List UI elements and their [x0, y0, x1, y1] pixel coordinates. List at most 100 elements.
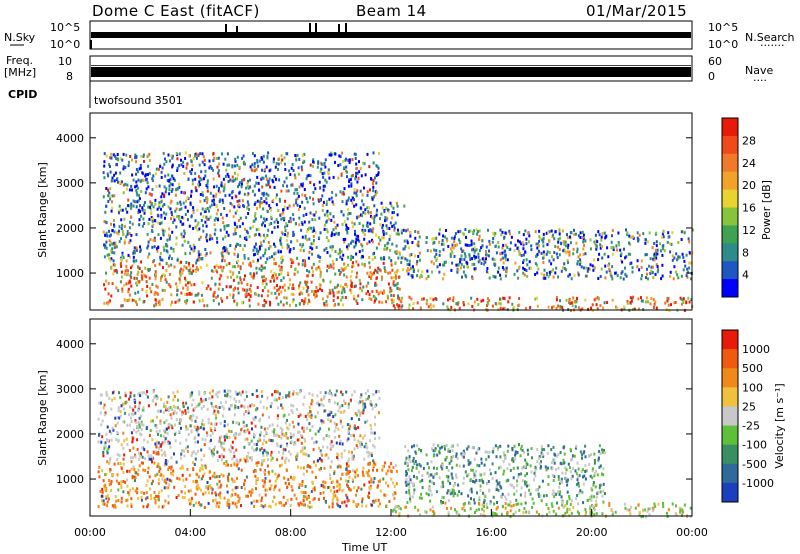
scatter-cell [420, 275, 423, 278]
scatter-cell [163, 193, 166, 197]
scatter-cell [259, 417, 261, 421]
scatter-cell [408, 268, 411, 272]
scatter-cell [259, 400, 262, 404]
scatter-cell [562, 240, 565, 243]
scatter-cell [165, 427, 168, 431]
scatter-cell [217, 171, 220, 175]
scatter-cell [377, 411, 380, 415]
scatter-cell [212, 499, 215, 503]
scatter-cell [641, 299, 644, 303]
scatter-cell [329, 489, 332, 493]
scatter-cell [297, 430, 300, 434]
scatter-cell [299, 466, 302, 470]
scatter-cell [304, 297, 307, 301]
scatter-cell [336, 489, 339, 493]
scatter-cell [114, 244, 117, 248]
scatter-cell [139, 210, 141, 214]
scatter-cell [215, 212, 218, 216]
scatter-cell [636, 259, 639, 263]
scatter-cell [332, 262, 335, 266]
scatter-cell [232, 215, 235, 219]
scatter-cell [460, 262, 463, 266]
scatter-cell [170, 263, 173, 267]
scatter-cell [171, 183, 174, 187]
scatter-cell [123, 453, 126, 457]
scatter-cell [346, 245, 348, 249]
scatter-cell [686, 267, 689, 271]
scatter-cell [552, 268, 554, 272]
scatter-cell [419, 306, 422, 310]
scatter-cell [258, 247, 261, 251]
scatter-cell [290, 240, 293, 244]
scatter-cell [317, 255, 320, 259]
scatter-cell [456, 443, 459, 447]
scatter-cell [286, 271, 289, 275]
scatter-cell [582, 247, 585, 251]
scatter-cell [525, 269, 528, 272]
scatter-cell [417, 231, 420, 235]
scatter-cell [194, 177, 197, 181]
power-ylabel: Slant Range [km] [36, 162, 49, 258]
scatter-cell [368, 480, 371, 484]
scatter-cell [524, 501, 527, 505]
scatter-cell [110, 241, 113, 245]
scatter-cell [155, 273, 157, 277]
scatter-cell [210, 401, 213, 405]
scatter-cell [198, 392, 201, 396]
scatter-cell [341, 404, 344, 408]
scatter-cell [265, 192, 268, 196]
scatter-cell [645, 276, 647, 280]
scatter-cell [280, 217, 283, 221]
scatter-cell [582, 240, 585, 244]
scatter-cell [300, 490, 303, 494]
scatter-cell [160, 213, 163, 217]
scatter-cell [252, 276, 255, 280]
scatter-cell [208, 237, 211, 241]
scatter-cell [286, 152, 289, 156]
scatter-cell [348, 450, 351, 454]
scatter-cell [497, 270, 500, 274]
scatter-cell [160, 200, 163, 204]
scatter-cell [281, 456, 284, 460]
scatter-cell [264, 469, 267, 473]
scatter-cell [126, 232, 129, 236]
scatter-cell [110, 479, 113, 483]
scatter-cell [440, 499, 442, 503]
scatter-cell [231, 477, 233, 481]
scatter-cell [245, 229, 248, 233]
scatter-cell [231, 440, 234, 444]
scatter-cell [258, 205, 261, 209]
scatter-cell [689, 277, 692, 281]
scatter-cell [328, 288, 331, 292]
scatter-cell [637, 238, 640, 242]
scatter-cell [285, 222, 288, 226]
scatter-cell [548, 251, 551, 255]
scatter-cell [231, 190, 234, 194]
scatter-cell [151, 479, 154, 483]
scatter-cell [347, 479, 350, 483]
scatter-cell [143, 211, 146, 215]
scatter-cell [266, 396, 269, 400]
scatter-cell [451, 243, 454, 247]
scatter-cell [534, 230, 537, 234]
scatter-cell [379, 223, 382, 227]
scatter-cell [352, 500, 355, 504]
scatter-cell [106, 500, 109, 504]
scatter-cell [501, 246, 504, 250]
scatter-cell [351, 261, 354, 265]
scatter-cell [445, 466, 448, 469]
scatter-cell [276, 442, 279, 446]
scatter-cell [502, 307, 505, 311]
scatter-cell [299, 248, 302, 252]
scatter-cell [176, 215, 179, 219]
scatter-cell [412, 270, 415, 273]
scatter-cell [211, 474, 214, 478]
scatter-cell [255, 249, 258, 253]
scatter-cell [151, 177, 154, 181]
scatter-cell [243, 244, 246, 248]
scatter-cell [211, 395, 214, 399]
scatter-cell [256, 260, 259, 264]
scatter-cell [110, 265, 113, 269]
scatter-cell [381, 291, 384, 295]
scatter-cell [205, 236, 208, 240]
